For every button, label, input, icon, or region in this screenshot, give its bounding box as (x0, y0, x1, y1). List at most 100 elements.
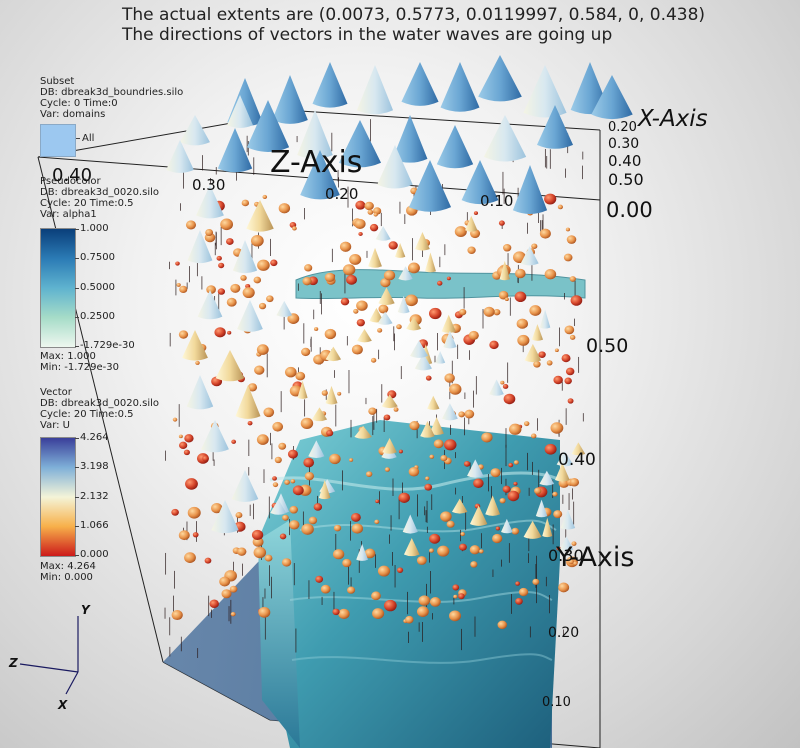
vector-cone (402, 514, 418, 534)
vector-glyph (429, 597, 441, 607)
y-tick-4: 0.10 (542, 695, 571, 710)
vector-glyph (354, 218, 366, 229)
vector-glyph (489, 340, 499, 350)
vector-glyph (272, 476, 277, 481)
vector-glyph (444, 373, 455, 383)
vector-glyph (571, 541, 577, 546)
vector-glyph (567, 398, 574, 404)
vector-cone (424, 252, 436, 273)
vector-cone (560, 509, 576, 530)
vector-glyph (429, 454, 435, 459)
vector-glyph (183, 449, 190, 456)
vector-glyph (375, 499, 380, 504)
vector-glyph (301, 523, 314, 535)
vector-glyph (565, 367, 575, 376)
vector-cone (377, 145, 413, 189)
vector-glyph (250, 235, 264, 247)
vector-glyph (226, 297, 237, 307)
vector-cone (429, 417, 444, 436)
vector-glyph (564, 377, 572, 385)
vector-cone (166, 140, 194, 173)
vector-glyph (374, 519, 380, 525)
vector-glyph (384, 467, 390, 472)
vector-cone (410, 340, 428, 358)
vector-cone (489, 379, 504, 396)
vector-glyph (278, 442, 287, 450)
vector-glyph (518, 587, 529, 597)
vector-glyph (502, 244, 512, 252)
vector-glyph (380, 277, 391, 288)
vector-glyph (356, 300, 368, 311)
vector-glyph (274, 456, 282, 464)
vector-glyph (257, 259, 270, 271)
vector-cone (443, 330, 457, 349)
vector-glyph (369, 223, 379, 232)
vector-glyph (473, 211, 479, 216)
legend-pseudocolor-db: DB: dbreak3d_0020.silo (40, 187, 159, 198)
vector-cone (375, 226, 391, 241)
z-tick-2: 0.20 (325, 185, 359, 203)
vector-glyph (179, 285, 188, 294)
vector-cone (531, 324, 544, 341)
vector-glyph (523, 421, 530, 427)
vector-glyph (211, 503, 223, 514)
vector-glyph (553, 375, 563, 385)
vector-glyph (405, 294, 418, 307)
vector-glyph (281, 558, 292, 567)
vector-glyph (570, 295, 583, 306)
vector-cone (452, 498, 468, 514)
vector-glyph (393, 407, 399, 412)
vector-glyph (254, 365, 265, 375)
vector-cone (483, 115, 527, 162)
legend-vector-range: Max: 4.264 Min: 0.000 (40, 561, 96, 583)
vector-glyph (437, 545, 450, 557)
vector-glyph (373, 212, 378, 217)
vector-glyph (398, 492, 410, 503)
vector-glyph (498, 220, 505, 226)
x-tick-3: 0.50 (608, 170, 644, 189)
vector-cone (414, 353, 432, 371)
vector-glyph (513, 481, 518, 486)
vector-glyph (416, 606, 429, 617)
vector-glyph (452, 584, 460, 591)
vector-glyph (237, 547, 247, 556)
vector-glyph (231, 439, 237, 444)
vector-glyph (573, 561, 578, 566)
vector-glyph (546, 360, 553, 366)
vector-cone (469, 505, 488, 526)
vector-cone (559, 536, 574, 552)
vector-cone (539, 309, 551, 329)
vector-cone (406, 317, 422, 331)
vector-glyph (178, 330, 189, 339)
vector-glyph (454, 226, 467, 237)
vector-glyph (468, 330, 479, 340)
vector-glyph (313, 503, 323, 511)
vector-cone (394, 243, 406, 258)
vector-glyph (355, 200, 366, 210)
vector-glyph (272, 482, 279, 488)
vector-glyph (565, 227, 571, 232)
vector-glyph (532, 578, 540, 586)
vector-glyph (425, 375, 432, 381)
vector-glyph (295, 371, 306, 381)
vector-glyph (481, 432, 493, 443)
vector-glyph (364, 548, 376, 559)
vector-glyph (544, 443, 557, 455)
vector-glyph (364, 201, 374, 211)
vector-glyph (176, 282, 181, 287)
vector-cone (368, 247, 382, 268)
vector-cone (318, 479, 331, 500)
y-tick-0: 0.50 (586, 335, 629, 357)
z-axis-title: Z-Axis (270, 145, 363, 180)
vector-cone (180, 115, 210, 146)
vector-cone (523, 520, 542, 539)
vector-cone (591, 75, 633, 120)
vector-cone (420, 421, 435, 438)
vector-glyph (321, 390, 328, 396)
vector-glyph (347, 586, 356, 594)
vector-cone (276, 300, 293, 317)
vector-glyph (204, 557, 212, 564)
vector-glyph (226, 238, 234, 245)
vector-tick-0: 4.264 (80, 432, 109, 443)
